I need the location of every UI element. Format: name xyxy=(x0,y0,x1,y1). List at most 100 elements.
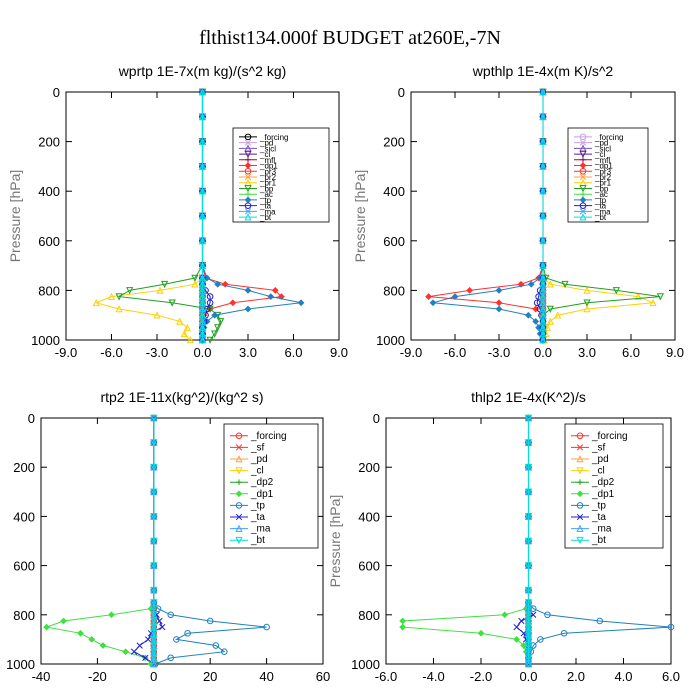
data-point xyxy=(191,274,199,282)
series-line xyxy=(94,92,203,341)
legend-label: _cl xyxy=(259,150,270,159)
legend-marker xyxy=(245,157,251,163)
data-point xyxy=(583,305,591,313)
data-point xyxy=(561,280,569,289)
series-line xyxy=(402,418,529,664)
data-point xyxy=(546,305,554,313)
data-point xyxy=(520,642,528,649)
legend-label: _pd xyxy=(250,454,268,465)
x-tick-label: -6.0 xyxy=(444,345,466,360)
legend-label: _pd xyxy=(259,139,273,148)
data-point xyxy=(173,636,180,643)
series-bt xyxy=(198,88,207,344)
y-tick-label: 1000 xyxy=(6,657,35,672)
data-point xyxy=(217,318,225,326)
legend-marker xyxy=(244,133,252,141)
y-tick-label: 200 xyxy=(383,135,405,150)
data-point xyxy=(524,586,533,595)
legend-label: _sicl xyxy=(259,144,276,153)
data-point xyxy=(150,439,158,447)
data-point xyxy=(150,611,158,619)
data-point xyxy=(583,299,591,307)
y-tick-label: 800 xyxy=(38,283,60,298)
data-point xyxy=(524,599,533,607)
legend-label: _pr3 xyxy=(594,167,612,176)
data-point xyxy=(211,311,218,319)
legend-box xyxy=(564,423,664,549)
y-tick-label: 0 xyxy=(398,85,405,100)
legend-marker xyxy=(576,490,584,498)
data-point xyxy=(107,292,116,300)
y-tick-label: 600 xyxy=(383,234,405,249)
data-point xyxy=(524,463,533,472)
data-point xyxy=(198,187,207,195)
legend-marker xyxy=(577,479,583,485)
chart-panel-3: rtp2 1E-11x(kg^2)/(kg^2 s)Pressure [hPa]… xyxy=(6,389,330,684)
legend-marker xyxy=(576,536,584,545)
legend-label: _ta xyxy=(259,202,272,211)
legend-marker xyxy=(579,202,587,209)
series-bt xyxy=(524,414,533,668)
x-tick-label: 6.0 xyxy=(662,669,680,684)
legend-marker xyxy=(576,432,584,440)
data-point xyxy=(150,488,158,496)
legend-marker xyxy=(579,150,587,158)
data-point xyxy=(267,293,275,300)
chart-panel-1: wprtp 1E-7x(m kg)/(s^2 kg) Pressure [hPa]… xyxy=(7,63,348,360)
data-point xyxy=(596,617,604,625)
data-point xyxy=(206,299,214,307)
data-point xyxy=(206,293,214,300)
x-tick-label: 3.0 xyxy=(239,345,257,360)
y-tick-label: 400 xyxy=(38,184,60,199)
data-point xyxy=(191,280,199,288)
data-point xyxy=(297,299,305,307)
legend-marker xyxy=(235,502,243,509)
x-tick-label: 4.0 xyxy=(614,669,632,684)
data-point xyxy=(524,513,533,521)
data-point xyxy=(524,642,533,650)
legend-marker xyxy=(580,157,586,163)
data-point xyxy=(533,299,541,307)
legend-label: _dp1 xyxy=(594,162,613,171)
data-point xyxy=(108,611,115,619)
legend-label: _bp xyxy=(259,184,274,193)
legend-label: _sf xyxy=(591,442,606,453)
y-tick-label: 400 xyxy=(13,509,35,524)
data-point xyxy=(539,261,547,269)
x-tick-label: 20 xyxy=(203,669,217,684)
legend-marker xyxy=(244,213,252,221)
y-axis-label: Pressure [hPa] xyxy=(327,495,343,588)
legend-marker xyxy=(235,467,243,475)
legend-marker xyxy=(244,139,252,146)
data-point xyxy=(583,286,591,294)
legend-label: _pr3 xyxy=(259,167,277,176)
data-point xyxy=(198,336,207,344)
data-point xyxy=(539,187,547,195)
series-line xyxy=(428,92,544,340)
legend-label: _ta xyxy=(250,512,265,523)
legend-marker xyxy=(235,524,243,532)
data-point xyxy=(560,629,568,637)
x-tick-label: 6.0 xyxy=(622,345,640,360)
data-point xyxy=(142,654,149,662)
series-line xyxy=(133,418,163,665)
data-point xyxy=(244,287,252,294)
legend-label: _tp xyxy=(259,196,272,205)
legend-label: _bt xyxy=(259,213,272,222)
data-point xyxy=(477,629,485,637)
legend: _forcing_sf_pd_cl_dp2_dp1_tp_ta_ma_bt xyxy=(223,423,319,549)
data-point xyxy=(176,317,184,325)
data-point xyxy=(150,463,158,472)
data-point xyxy=(524,654,533,662)
data-point xyxy=(186,336,194,344)
data-point xyxy=(88,636,96,643)
data-point xyxy=(214,324,222,332)
data-point xyxy=(532,318,540,325)
data-point xyxy=(667,623,675,631)
y-tick-label: 600 xyxy=(38,234,60,249)
chart-title: thlp2 1E-4x(K^2)/s xyxy=(471,389,586,405)
data-point xyxy=(156,286,164,294)
x-tick-label: 3.0 xyxy=(578,345,596,360)
